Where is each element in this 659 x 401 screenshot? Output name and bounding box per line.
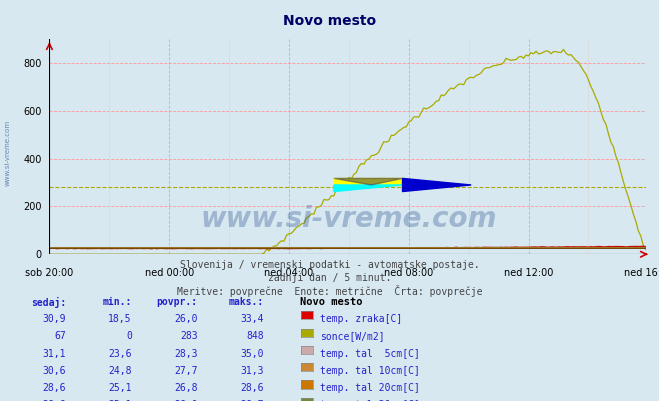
Text: sob 20:00: sob 20:00: [25, 268, 74, 278]
Text: 28,6: 28,6: [240, 382, 264, 392]
Text: maks.:: maks.:: [229, 296, 264, 306]
Text: temp. tal 30cm[C]: temp. tal 30cm[C]: [320, 399, 420, 401]
Text: ned 08:00: ned 08:00: [384, 268, 434, 278]
Text: 28,3: 28,3: [174, 348, 198, 358]
Text: Slovenija / vremenski podatki - avtomatske postaje.: Slovenija / vremenski podatki - avtomats…: [180, 260, 479, 270]
Text: sedaj:: sedaj:: [31, 296, 66, 307]
Text: temp. zraka[C]: temp. zraka[C]: [320, 313, 402, 323]
Text: 26,0: 26,0: [174, 313, 198, 323]
Text: temp. tal  5cm[C]: temp. tal 5cm[C]: [320, 348, 420, 358]
Text: 27,7: 27,7: [174, 365, 198, 375]
Text: 35,0: 35,0: [240, 348, 264, 358]
Text: Novo mesto: Novo mesto: [300, 296, 362, 306]
Polygon shape: [334, 179, 403, 186]
Text: ned 12:00: ned 12:00: [504, 268, 553, 278]
Bar: [334, 179, 403, 186]
Text: zadnji dan / 5 minut.: zadnji dan / 5 minut.: [268, 272, 391, 282]
Text: 848: 848: [246, 330, 264, 340]
Text: 26,7: 26,7: [240, 399, 264, 401]
Text: 200: 200: [24, 202, 42, 212]
Text: ned 04:00: ned 04:00: [264, 268, 314, 278]
Text: 400: 400: [24, 154, 42, 164]
Text: povpr.:: povpr.:: [157, 296, 198, 306]
Text: 30,9: 30,9: [42, 313, 66, 323]
Text: 28,6: 28,6: [42, 382, 66, 392]
Polygon shape: [334, 186, 403, 192]
Text: Meritve: povprečne  Enote: metrične  Črta: povprečje: Meritve: povprečne Enote: metrične Črta:…: [177, 284, 482, 296]
Text: 26,6: 26,6: [42, 399, 66, 401]
Text: 18,5: 18,5: [108, 313, 132, 323]
Text: 26,0: 26,0: [174, 399, 198, 401]
Text: Novo mesto: Novo mesto: [283, 14, 376, 28]
Text: temp. tal 10cm[C]: temp. tal 10cm[C]: [320, 365, 420, 375]
Text: 33,4: 33,4: [240, 313, 264, 323]
Text: 31,1: 31,1: [42, 348, 66, 358]
Text: 30,6: 30,6: [42, 365, 66, 375]
Text: 600: 600: [24, 107, 42, 117]
Text: 0: 0: [126, 330, 132, 340]
Text: ned 00:00: ned 00:00: [144, 268, 194, 278]
Text: www.si-vreme.com: www.si-vreme.com: [5, 119, 11, 185]
Text: 0: 0: [36, 250, 42, 259]
Text: 25,1: 25,1: [108, 399, 132, 401]
Text: 31,3: 31,3: [240, 365, 264, 375]
Text: 67: 67: [54, 330, 66, 340]
Polygon shape: [403, 179, 471, 192]
Text: temp. tal 20cm[C]: temp. tal 20cm[C]: [320, 382, 420, 392]
Text: ned 16:00: ned 16:00: [623, 268, 659, 278]
Text: sonce[W/m2]: sonce[W/m2]: [320, 330, 384, 340]
Text: min.:: min.:: [102, 296, 132, 306]
Text: 24,8: 24,8: [108, 365, 132, 375]
Text: www.si-vreme.com: www.si-vreme.com: [200, 205, 497, 233]
Text: 800: 800: [24, 59, 42, 69]
Text: 283: 283: [180, 330, 198, 340]
Text: 26,8: 26,8: [174, 382, 198, 392]
Text: 25,1: 25,1: [108, 382, 132, 392]
Text: 23,6: 23,6: [108, 348, 132, 358]
